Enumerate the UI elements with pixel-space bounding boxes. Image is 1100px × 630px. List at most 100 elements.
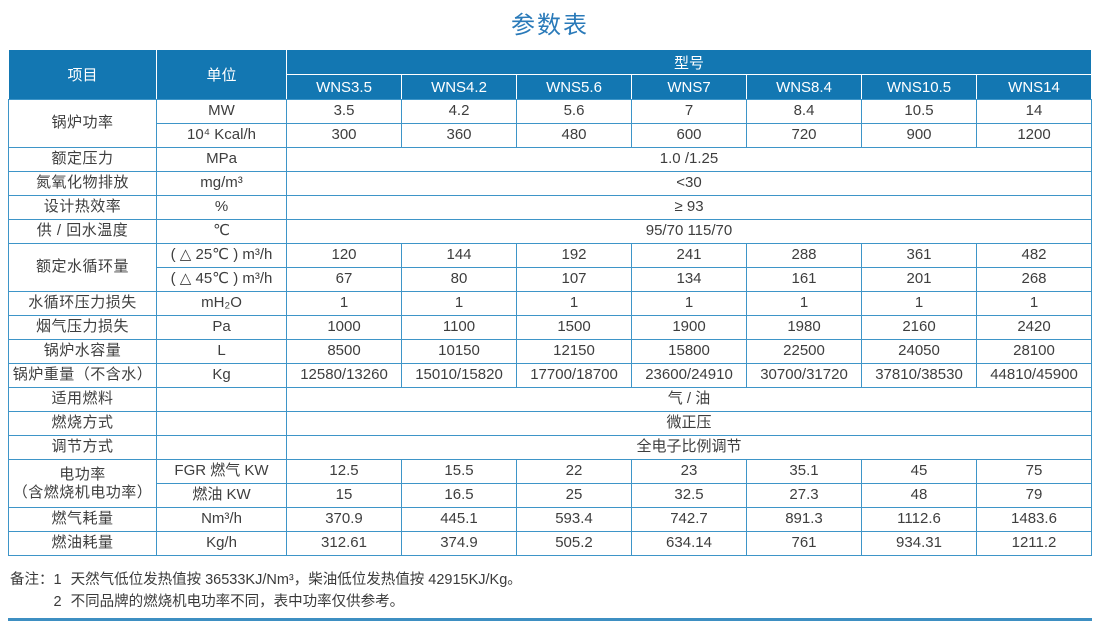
notes-items: 1 天然气低位发热值按 36533KJ/Nm³，柴油低位发热值按 42915KJ/… — [54, 569, 522, 613]
value-cell: 15 — [286, 483, 402, 508]
table-row: 锅炉水容量 L 8500 10150 12150 15800 22500 24050 28100 — [8, 339, 1092, 364]
value-cell: 5.6 — [516, 99, 632, 124]
value-cell-span: 气 / 油 — [286, 387, 1092, 412]
value-cell: 634.14 — [631, 531, 747, 556]
unit-cell — [156, 387, 287, 412]
value-cell: 201 — [861, 267, 977, 292]
model-col-header: WNS10.5 — [861, 74, 977, 100]
value-cell: 891.3 — [746, 507, 862, 532]
model-col-header: WNS7 — [631, 74, 747, 100]
value-cell: 12580/13260 — [286, 363, 402, 388]
table-row: 燃气耗量 Nm³/h 370.9 445.1 593.4 742.7 891.3 1112.6… — [8, 507, 1092, 532]
item-cell: 锅炉重量（不含水） — [8, 363, 157, 388]
value-cell: 27.3 — [746, 483, 862, 508]
value-cell: 75 — [976, 459, 1092, 484]
item-cell: 水循环压力损失 — [8, 291, 157, 316]
table-row: 设计热效率% ≥ 93 — [8, 195, 1092, 220]
table-row: 氮氧化物排放 mg/m³ <30 — [8, 171, 1092, 196]
item-cell: 燃气耗量 — [8, 507, 157, 532]
value-cell: 80 — [401, 267, 517, 292]
value-cell: 79 — [976, 483, 1092, 508]
col-header-model-group: 型号 — [286, 49, 1092, 75]
item-cell: 燃烧方式 — [8, 411, 157, 436]
unit-cell: L — [156, 339, 287, 364]
table-row: 10⁴ Kcal/h 300 360 480 600 720 900 1200 — [9, 123, 1092, 148]
model-header-row: WNS3.5 WNS4.2 WNS5.6 WNS7 WNS8.4 WNS10.5 WNS14 — [9, 74, 1092, 100]
value-cell: 1 — [286, 291, 402, 316]
table-header: 项目 单位 型号 WNS3.5 WNS4.2 WNS5.6 WNS7 WNS8.4 WNS… — [8, 49, 1092, 100]
table-row: 适用燃料 气 / 油 — [8, 387, 1092, 412]
value-cell: 2420 — [976, 315, 1092, 340]
notes-prefix: 备注： — [10, 572, 54, 588]
item-label-line2: （含燃烧机电功率） — [12, 483, 153, 501]
item-cell: 调节方式 — [8, 435, 157, 460]
value-cell: 14 — [976, 99, 1092, 124]
item-cell: 适用燃料 — [8, 387, 157, 412]
value-cell: 16.5 — [401, 483, 517, 508]
unit-cell — [156, 411, 287, 436]
value-cell-span: ≥ 93 — [286, 195, 1092, 220]
model-col-header: WNS4.2 — [401, 74, 517, 100]
unit-cell: 10⁴ Kcal/h — [156, 123, 287, 148]
unit-cell: ( △ 45℃ ) m³/h — [156, 267, 287, 292]
item-cell: 锅炉水容量 — [8, 339, 157, 364]
header-row-top: 项目 单位 型号 — [8, 49, 1092, 100]
value-cell: 10.5 — [861, 99, 977, 124]
value-cell: 15010/15820 — [401, 363, 517, 388]
item-cell: 额定压力 — [8, 147, 157, 172]
table-row: 锅炉功率 MW 3.5 4.2 5.6 7 8.4 10.5 14 — [8, 99, 1092, 148]
value-cell: 7 — [631, 99, 747, 124]
value-cell: 374.9 — [401, 531, 517, 556]
table-body: 锅炉功率 MW 3.5 4.2 5.6 7 8.4 10.5 14 10⁴ Kcal/h 300 36… — [8, 99, 1092, 556]
value-cell: 10150 — [401, 339, 517, 364]
unit-cell: ( △ 25℃ ) m³/h — [156, 243, 287, 268]
value-cell: 22 — [516, 459, 632, 484]
value-cell: 1 — [861, 291, 977, 316]
value-cell: 44810/45900 — [976, 363, 1092, 388]
value-cell: 8.4 — [746, 99, 862, 124]
value-cell: 28100 — [976, 339, 1092, 364]
unit-cell: Kg — [156, 363, 287, 388]
value-cell: 67 — [286, 267, 402, 292]
note-item: 1 天然气低位发热值按 36533KJ/Nm³，柴油低位发热值按 42915KJ/… — [54, 569, 522, 591]
value-cell: 268 — [976, 267, 1092, 292]
note-item: 2 不同品牌的燃烧机电功率不同，表中功率仅供参考。 — [54, 591, 522, 613]
unit-cell: Kg/h — [156, 531, 287, 556]
table-row: 电功率 （含燃烧机电功率） FGR 燃气 KW 12.5 15.5 22 23 35.1 45 7… — [8, 459, 1092, 508]
value-cell: 17700/18700 — [516, 363, 632, 388]
value-cell: 134 — [631, 267, 747, 292]
model-col-header: WNS8.4 — [746, 74, 862, 100]
value-cell: 1211.2 — [976, 531, 1092, 556]
item-cell: 烟气压力损失 — [8, 315, 157, 340]
value-cell: 1483.6 — [976, 507, 1092, 532]
value-cell: 241 — [631, 243, 747, 268]
bottom-divider — [8, 618, 1092, 621]
notes: 备注： 1 天然气低位发热值按 36533KJ/Nm³，柴油低位发热值按 4291… — [10, 569, 1100, 613]
col-header-item: 项目 — [8, 49, 157, 100]
value-cell: 1 — [746, 291, 862, 316]
value-cell: 22500 — [746, 339, 862, 364]
value-cell: 3.5 — [286, 99, 402, 124]
model-col-header: WNS3.5 — [286, 74, 402, 100]
value-cell: 4.2 — [401, 99, 517, 124]
value-cell: 1200 — [976, 123, 1092, 148]
unit-cell: 燃油 KW — [156, 483, 287, 508]
table-row: 调节方式 全电子比例调节 — [8, 435, 1092, 460]
value-cell: 1980 — [746, 315, 862, 340]
value-cell: 1 — [631, 291, 747, 316]
unit-cell: % — [156, 195, 287, 220]
value-cell: 288 — [746, 243, 862, 268]
value-cell: 445.1 — [401, 507, 517, 532]
item-cell: 燃油耗量 — [8, 531, 157, 556]
value-cell: 505.2 — [516, 531, 632, 556]
value-cell: 360 — [401, 123, 517, 148]
note-number: 1 — [53, 572, 62, 588]
value-cell: 1112.6 — [861, 507, 977, 532]
parameters-table: 项目 单位 型号 WNS3.5 WNS4.2 WNS5.6 WNS7 WNS8.4 WNS… — [8, 49, 1092, 556]
value-cell-span: <30 — [286, 171, 1092, 196]
value-cell: 107 — [516, 267, 632, 292]
table-row: 燃烧方式 微正压 — [8, 411, 1092, 436]
value-cell: 312.61 — [286, 531, 402, 556]
value-cell: 24050 — [861, 339, 977, 364]
value-cell: 1 — [976, 291, 1092, 316]
